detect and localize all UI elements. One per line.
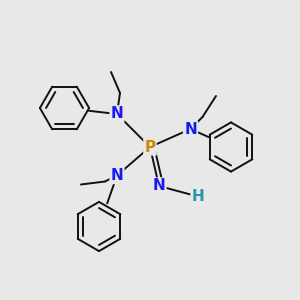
Text: N: N (111, 168, 123, 183)
Text: H: H (192, 189, 204, 204)
Text: N: N (111, 106, 123, 122)
Text: P: P (144, 140, 156, 154)
Text: N: N (153, 178, 165, 194)
Text: N: N (184, 122, 197, 136)
